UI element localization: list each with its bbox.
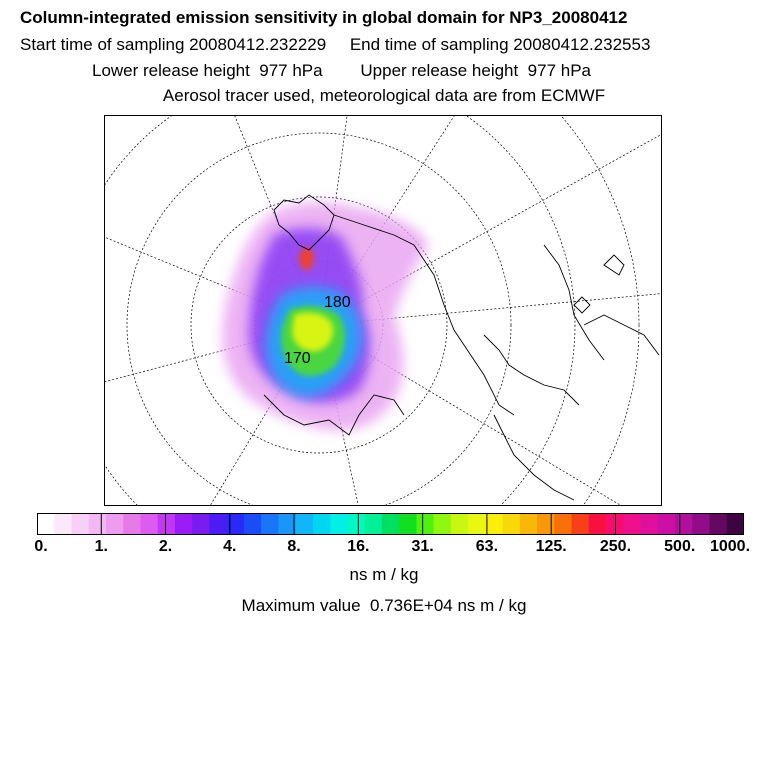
colorbar-unit: ns m / kg (349, 565, 419, 584)
colorbar-tick-label: 0. (34, 538, 48, 555)
end-time: End time of sampling 20080412.232553 (349, 35, 651, 54)
coastline-islands (573, 254, 625, 314)
colorbar-swatch (174, 513, 193, 535)
lower-release-height: Lower release height 977 hPa (92, 61, 323, 80)
tracer-info: Aerosol tracer used, meteorological data… (162, 86, 606, 105)
colorbar-swatch (71, 513, 90, 535)
colorbar-tick-label: 250. (599, 538, 632, 555)
coastline-north-america (263, 394, 405, 436)
colorbar-swatch (657, 513, 676, 535)
colorbar-tick-label: 8. (287, 538, 301, 555)
colorbar (37, 513, 744, 535)
colorbar-swatch (364, 513, 383, 535)
colorbar-swatch (330, 513, 348, 535)
colorbar-tick-label: 2. (158, 538, 173, 555)
colorbar-swatch (37, 513, 55, 535)
coastline-south (493, 414, 575, 501)
colorbar-swatch (450, 513, 469, 535)
colorbar-tick-label: 4. (223, 538, 237, 555)
latitude-circle (190, 196, 448, 454)
colorbar-swatch (54, 513, 72, 535)
coastline-asia-east (543, 244, 605, 361)
colorbar-swatch (692, 513, 711, 535)
colorbar-swatch (243, 513, 262, 535)
latitude-circle (126, 132, 512, 506)
sampling-times: Start time of sampling 20080412.232229 E… (20, 35, 650, 55)
colorbar-swatch (709, 513, 728, 535)
colorbar-swatch (554, 513, 573, 535)
sensitivity-field (222, 202, 429, 431)
release-heights: Lower release height 977 hPa Upper relea… (92, 61, 591, 81)
coastline-greenland (273, 194, 335, 251)
colorbar-tick-label: 16. (347, 538, 370, 555)
colorbar-swatch (140, 513, 159, 535)
colorbar-swatch (675, 513, 693, 535)
colorbar-tick-label: 1000. (709, 538, 751, 555)
colorbar-swatch (640, 513, 659, 535)
colorbar-swatch (312, 513, 331, 535)
colorbar-swatch (485, 513, 504, 535)
colorbar-swatch (468, 513, 486, 535)
sensitivity-band-core (292, 312, 334, 352)
colorbar-swatch (88, 513, 107, 535)
colorbar-tick-label: 500. (664, 538, 696, 555)
colorbar-tick-label: 31. (411, 538, 434, 555)
colorbar-swatch (623, 513, 642, 535)
colorbar-tick-label: 63. (475, 538, 499, 555)
colorbar-swatch (381, 513, 400, 535)
colorbar-swatch (209, 513, 228, 535)
colorbar-swatch (105, 513, 124, 535)
colorbar-frame (37, 513, 744, 535)
colorbar-swatch (399, 513, 417, 535)
colorbar-swatch (278, 513, 297, 535)
colorbar-swatch (416, 513, 435, 535)
colorbar-swatch (571, 513, 590, 535)
latitude-circle (559, 115, 640, 506)
colorbar-swatch (192, 513, 210, 535)
contour-label: 170 (284, 350, 311, 367)
colorbar-swatch (519, 513, 538, 535)
coastlines (263, 194, 660, 501)
colorbar-swatch (606, 513, 624, 535)
upper-release-height: Upper release height 977 hPa (360, 61, 592, 80)
meridian (104, 236, 320, 326)
colorbar-swatch (537, 513, 555, 535)
meridian (318, 293, 662, 326)
sensitivity-map: 170 180 (104, 115, 662, 506)
colorbar-swatch (502, 513, 521, 535)
coastline-eurasia-north (333, 214, 515, 416)
colorbar-swatch (157, 513, 176, 535)
colorbar-tick-label: 125. (535, 538, 567, 555)
contour-label: 180 (324, 294, 351, 311)
maximum-value: Maximum value 0.736E+04 ns m / kg (241, 596, 527, 615)
coastline-far-east (583, 314, 660, 356)
start-time: Start time of sampling 20080412.232229 (20, 35, 327, 54)
coastline-europe (483, 334, 580, 406)
colorbar-swatch (347, 513, 366, 535)
colorbar-swatch (295, 513, 314, 535)
colorbar-swatch (226, 513, 245, 535)
colorbar-swatch (433, 513, 452, 535)
colorbar-swatch (123, 513, 141, 535)
colorbar-swatch (261, 513, 279, 535)
colorbar-tick-label: 1. (94, 538, 108, 555)
sensitivity-band-max (299, 247, 314, 271)
colorbar-swatch (588, 513, 607, 535)
latitude-circle (104, 115, 576, 506)
colorbar-swatch (726, 513, 744, 535)
chart-title: Column-integrated emission sensitivity i… (20, 8, 628, 27)
